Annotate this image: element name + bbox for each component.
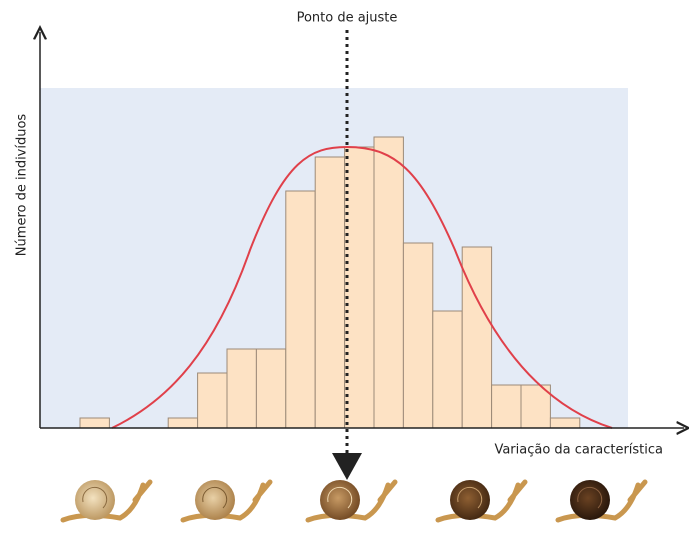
bar bbox=[550, 418, 579, 428]
bar bbox=[168, 418, 197, 428]
bar bbox=[462, 247, 491, 428]
snail bbox=[438, 480, 525, 520]
bar bbox=[256, 349, 285, 428]
chart-title: Ponto de ajuste bbox=[297, 11, 398, 26]
bar bbox=[286, 191, 315, 428]
bar bbox=[403, 243, 432, 428]
bar bbox=[315, 157, 344, 428]
snail bbox=[63, 480, 150, 520]
bar bbox=[492, 385, 521, 428]
bar bbox=[198, 373, 227, 428]
snail bbox=[308, 480, 395, 520]
bar bbox=[227, 349, 256, 428]
page: {"chart_data": {"type": "bar", "title": … bbox=[0, 0, 689, 536]
x-axis-label: Variação da característica bbox=[494, 443, 663, 458]
snails bbox=[63, 480, 645, 520]
bar bbox=[433, 311, 462, 428]
bar bbox=[80, 418, 109, 428]
snail bbox=[558, 480, 645, 520]
snail bbox=[183, 480, 270, 520]
chart: Ponto de ajuste Número de indivíduos Var… bbox=[0, 0, 689, 536]
bar bbox=[345, 147, 374, 428]
bar bbox=[374, 137, 403, 428]
y-axis-label: Número de indivíduos bbox=[15, 114, 30, 257]
